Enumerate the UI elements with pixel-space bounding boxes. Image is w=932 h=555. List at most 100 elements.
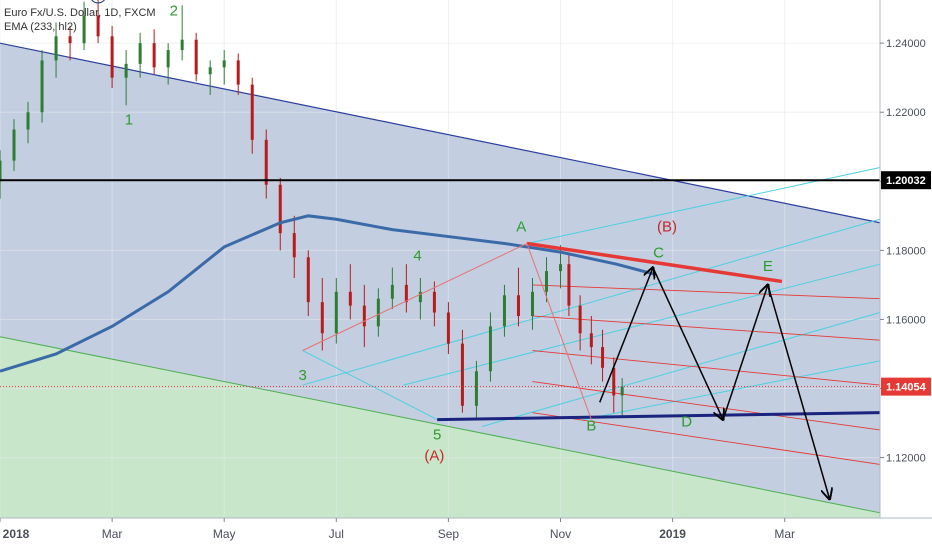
- cyan-fan-line: [403, 263, 881, 386]
- price-axis-bg: [880, 0, 932, 550]
- red-fan-line: [532, 315, 881, 341]
- price-tick-label: 1.16000: [886, 314, 926, 326]
- candle-body: [418, 291, 422, 303]
- candle-body: [446, 312, 450, 344]
- wave-label: 5: [94, 0, 102, 4]
- channel-lower-line: [0, 336, 881, 514]
- candle-body: [432, 291, 436, 313]
- candle-body: [26, 112, 30, 130]
- candle-body: [152, 43, 156, 68]
- candle-body: [544, 271, 548, 292]
- price-tick-label: 1.18000: [886, 245, 926, 257]
- candle-body: [110, 36, 114, 78]
- candle-body: [306, 257, 310, 303]
- candle-body: [612, 367, 616, 396]
- cyan-fan-line: [302, 350, 438, 421]
- price-label-box: [881, 171, 931, 190]
- candle-body: [264, 139, 268, 185]
- candle-body: [250, 84, 254, 140]
- channel-zones: [0, 43, 880, 518]
- candle-body: [320, 302, 324, 334]
- red-fan-line: [532, 412, 881, 465]
- projection-arrow: [722, 285, 768, 420]
- projection-arrow: [767, 284, 830, 499]
- time-tick-label: Mar: [774, 527, 795, 541]
- time-tick-label: Jul: [329, 527, 344, 541]
- candle-body: [180, 39, 184, 51]
- wave-label: 2: [170, 3, 178, 20]
- chart-title: Euro Fx/U.S. Dollar, 1D, FXCM: [4, 7, 156, 19]
- red-resistance-line: [526, 241, 783, 284]
- indicator-label: EMA (233, hl2): [4, 21, 77, 33]
- analysis-lines: [0, 42, 881, 514]
- candle-body: [54, 36, 58, 61]
- ema-233-line: [0, 214, 657, 373]
- red-fan-line: [532, 381, 881, 431]
- candles: [0, 0, 624, 420]
- price-tick-label: 1.24000: [886, 38, 926, 50]
- candle-body: [578, 305, 582, 334]
- candle-body: [502, 295, 506, 327]
- channel-upper-line: [0, 42, 881, 224]
- candle-body: [620, 386, 624, 396]
- candle-body: [567, 264, 571, 306]
- price-label-text: 1.14054: [886, 382, 927, 394]
- wave-label: 4: [413, 248, 421, 265]
- price-tick-label: 1.22000: [886, 107, 926, 119]
- candle-body: [124, 63, 128, 78]
- ema-line: [0, 214, 657, 373]
- price-label-box: [881, 377, 931, 396]
- grid: [0, 0, 880, 518]
- wave-label: A: [516, 218, 526, 235]
- time-tick-label: May: [213, 527, 236, 541]
- overlay-lines: [0, 179, 881, 499]
- candle-body: [208, 67, 212, 75]
- candle-body: [334, 291, 338, 334]
- price-label-text: 1.20032: [886, 175, 926, 187]
- candle-body: [292, 233, 296, 258]
- candle-body: [516, 295, 520, 316]
- red-fan-line: [532, 284, 881, 300]
- candle-body: [166, 50, 170, 68]
- channel-zone: [0, 43, 880, 513]
- wave-labels: 5 2 1 3 4 5 (A) A B C (B) D E: [91, 0, 773, 464]
- ab-1-line: [302, 243, 528, 351]
- candle-body: [589, 333, 593, 348]
- green-zone: [0, 336, 880, 518]
- candle-body: [138, 43, 142, 64]
- chart-legend: Euro Fx/U.S. Dollar, 1D, FXCM EMA (233, …: [4, 6, 156, 34]
- wave-label: 5: [433, 427, 441, 444]
- time-tick-label: 2019: [659, 527, 686, 541]
- wave-label: 1: [125, 111, 133, 128]
- candle-body: [82, 15, 86, 44]
- time-tick-label: Sep: [438, 527, 460, 541]
- candle-body: [0, 160, 2, 182]
- candle-body: [376, 298, 380, 327]
- candle-body: [278, 184, 282, 234]
- wave-label: B: [586, 418, 596, 435]
- projection-arrow: [599, 268, 653, 403]
- candle-body: [68, 36, 72, 44]
- wave-label: (B): [657, 218, 677, 235]
- candle-body: [404, 284, 408, 303]
- cyan-fan-line: [481, 312, 881, 427]
- wave-label: C: [653, 244, 664, 261]
- time-axis-bg: [0, 518, 932, 550]
- candle-body: [390, 284, 394, 299]
- cyan-fan-line: [582, 360, 881, 421]
- projection-arrow: [652, 267, 723, 420]
- candle-body: [236, 60, 240, 85]
- candle-body: [474, 371, 478, 406]
- candle-body: [559, 264, 563, 272]
- time-tick-label: Nov: [550, 527, 571, 541]
- ab-2-line: [526, 243, 592, 420]
- wave-label: E: [763, 258, 773, 275]
- candle-body: [96, 15, 100, 37]
- price-tick-label: 1.12000: [886, 453, 926, 465]
- wave-label: 3: [299, 367, 307, 384]
- wave-label-circle: [91, 0, 105, 4]
- candle-body: [460, 343, 464, 406]
